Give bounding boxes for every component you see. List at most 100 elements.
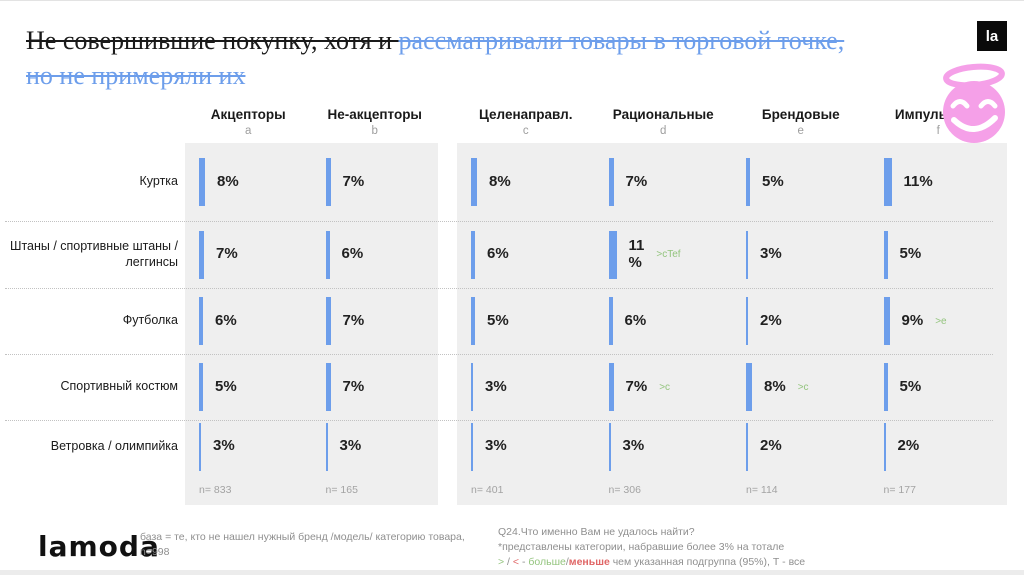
bar-cell: 6% [457,221,595,288]
bar-cell: 6% [595,288,733,354]
value-label: 7% [625,172,648,190]
column-letter: b [371,125,378,137]
column-header: Рациональные [612,107,714,122]
bar [883,230,888,279]
column-letter: d [660,125,667,137]
value-label: 7% [342,377,365,395]
value-label: 5% [487,311,509,329]
value-label: 3% [213,437,235,455]
bar-cell: 7% >c [595,354,733,420]
bar-cell: 7% [312,143,439,221]
sample-size-label: n= 177 [883,484,916,496]
group-background-ab [185,143,438,505]
title-part-blue-2: но не примеряли их [26,61,246,90]
value-label: 7% [342,311,365,329]
column-letter: c [522,125,529,137]
value-label: 6% [341,245,364,263]
bar [608,422,611,471]
footnote-base-line2: n=998 [140,546,170,559]
bar-cell: 11% [870,143,1008,221]
bar-cell: 6% [185,288,312,354]
bar-cell: 5% [185,354,312,420]
bar [325,158,331,206]
value-label: 8% [764,377,786,395]
legend-gt: > [498,556,505,569]
bar [471,363,473,411]
row-separator [5,420,993,421]
legend-less: меньше [568,556,610,569]
bar [746,363,752,411]
bar-cell: 11 % >cTef [595,221,733,288]
bar-cell: 3% [457,420,595,473]
significance-annotation: >c [797,381,809,393]
bar [471,422,473,471]
page-title: Не совершившие покупку, хотя и рассматри… [26,23,986,93]
value-label: 7% [216,245,238,263]
significance-annotation: >cTef [656,249,681,260]
row-label: Спортивный костюм [60,379,178,394]
value-label: 5% [762,172,784,190]
row-separator [5,354,993,355]
sample-size-label: n= 306 [608,484,641,496]
bar-cell: 7% [312,354,439,420]
value-label: 7% [342,172,365,190]
bar [746,158,750,206]
bar [325,422,328,471]
footnote-q-line1: Q24.Что именно Вам не удалось найти? [498,526,695,538]
column-header: Брендовые [761,107,840,122]
row-label: Штаны / спортивные штаны / леггинсы [9,238,178,269]
footnote-question: Q24.Что именно Вам не удалось найти? *пр… [498,525,978,571]
legend-rest: чем указанная подгруппа (95%), Т - все [609,556,806,569]
value-label: 6% [487,245,509,263]
innocent-emoji-icon [943,63,1005,143]
sample-size-label: n= 165 [325,484,358,496]
bar-cell: 7% [595,143,733,221]
value-label: 8% [489,172,511,190]
bar-cell: 3% [457,354,595,420]
legend-more: больше [528,556,566,569]
value-label: 5% [899,377,922,395]
value-label: 6% [215,311,237,329]
bar [608,363,614,411]
significance-annotation: >c [659,381,671,393]
value-label: 11 % [628,237,645,271]
footnote-base-line1: база = те, кто не нашел нужный бренд /мо… [140,531,465,543]
legend-line: > / < - больше/меньше чем указанная подг… [498,556,805,568]
sample-size-label: n= 114 [746,484,778,496]
legend-slash1: / [504,556,513,569]
bar-cell: 3% [312,420,439,473]
group-background-cdef [457,143,1007,505]
bar [471,297,475,345]
value-label: 3% [760,245,782,263]
lamoda-badge-label: la [985,27,999,45]
row-label: Футболка [122,313,178,328]
bar [608,230,617,279]
column-header: Акцепторы [210,107,286,122]
bar-cell: 9% >e [870,288,1008,354]
bar-cell: 5% [732,143,870,221]
legend-slash2: / [565,556,569,569]
value-label: 2% [760,437,782,455]
value-label: 3% [485,437,507,455]
bar-cell: 8% [185,143,312,221]
bar-cell: 6% [312,221,439,288]
bottom-strip [0,570,1024,575]
bar-cell: 8% >c [732,354,870,420]
bar-cell: 8% [457,143,595,221]
sample-size-label: n= 401 [471,484,504,496]
legend-dash: - [519,556,529,569]
value-label: 2% [760,311,782,329]
bar [746,297,748,345]
bar-cell: 2% [732,288,870,354]
bar [325,363,331,411]
row-label: Куртка [139,174,179,189]
bar [199,422,201,471]
bar [471,230,475,279]
bar [325,297,331,345]
bar [199,230,204,279]
title-part-black: Не совершившие покупку, хотя и [26,26,399,55]
column-header: Целенаправл. [479,107,573,122]
row-separator [5,288,993,289]
bar [325,230,330,279]
